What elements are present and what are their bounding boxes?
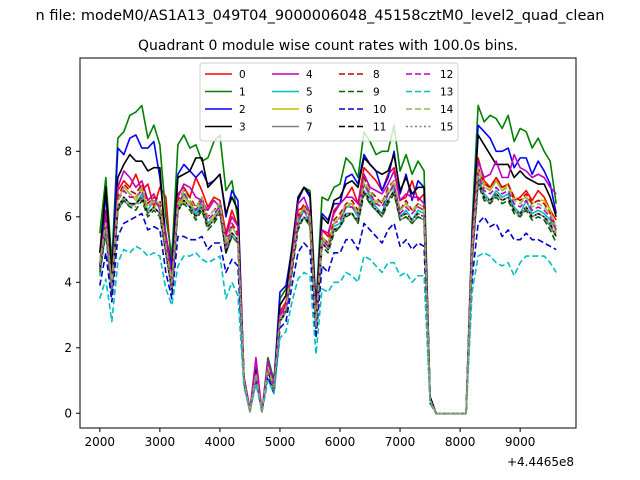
- series-line-3: [99, 134, 557, 415]
- legend-label-14: 14: [440, 104, 454, 116]
- legend-label-3: 3: [239, 122, 246, 134]
- series-line-1: [99, 104, 557, 415]
- y-tick-label: 0: [64, 406, 72, 420]
- legend-label-0: 0: [239, 69, 246, 81]
- figure-suptitle: n file: modeM0/AS1A13_049T04_9000006048_…: [36, 8, 605, 24]
- legend-label-2: 2: [239, 104, 246, 116]
- legend-label-9: 9: [373, 87, 380, 99]
- y-tick-label: 2: [64, 341, 72, 355]
- y-tick-label: 8: [64, 144, 72, 158]
- x-tick-label: 7000: [385, 435, 416, 449]
- legend-label-12: 12: [440, 69, 453, 81]
- legend-label-1: 1: [239, 87, 246, 99]
- legend-label-10: 10: [373, 104, 386, 116]
- x-tick-label: 8000: [445, 435, 476, 449]
- series-line-14: [99, 166, 557, 415]
- y-tick-label: 6: [64, 210, 72, 224]
- legend-label-6: 6: [306, 104, 313, 116]
- axes-layer: 2000 3000 4000 5000 6000 7000 8000 9000 0 2 4 6 8: [64, 57, 577, 449]
- x-tick-label: 2000: [85, 435, 116, 449]
- legend-label-11: 11: [373, 122, 386, 134]
- x-offset-text: +4.4465e8: [507, 455, 574, 469]
- legend-label-13: 13: [440, 87, 453, 99]
- legend-label-4: 4: [306, 69, 313, 81]
- series-line-10: [99, 212, 557, 415]
- legend-box: [199, 62, 459, 142]
- legend-label-15: 15: [440, 122, 453, 134]
- legend-label-7: 7: [306, 122, 313, 134]
- series-line-15: [99, 179, 557, 415]
- legend-label-8: 8: [373, 69, 380, 81]
- x-tick-label: 9000: [505, 435, 536, 449]
- x-tick-label: 4000: [205, 435, 236, 449]
- chart-title: Quadrant 0 module wise count rates with …: [138, 38, 518, 54]
- axes-frame: [79, 57, 577, 429]
- series-layer: [99, 104, 557, 415]
- y-tick-label: 4: [64, 275, 72, 289]
- x-tick-label: 5000: [265, 435, 296, 449]
- x-tick-label: 6000: [325, 435, 356, 449]
- legend-label-5: 5: [306, 87, 313, 99]
- series-line-13: [99, 245, 557, 415]
- series-line-12: [99, 173, 557, 415]
- x-tick-label: 3000: [145, 435, 176, 449]
